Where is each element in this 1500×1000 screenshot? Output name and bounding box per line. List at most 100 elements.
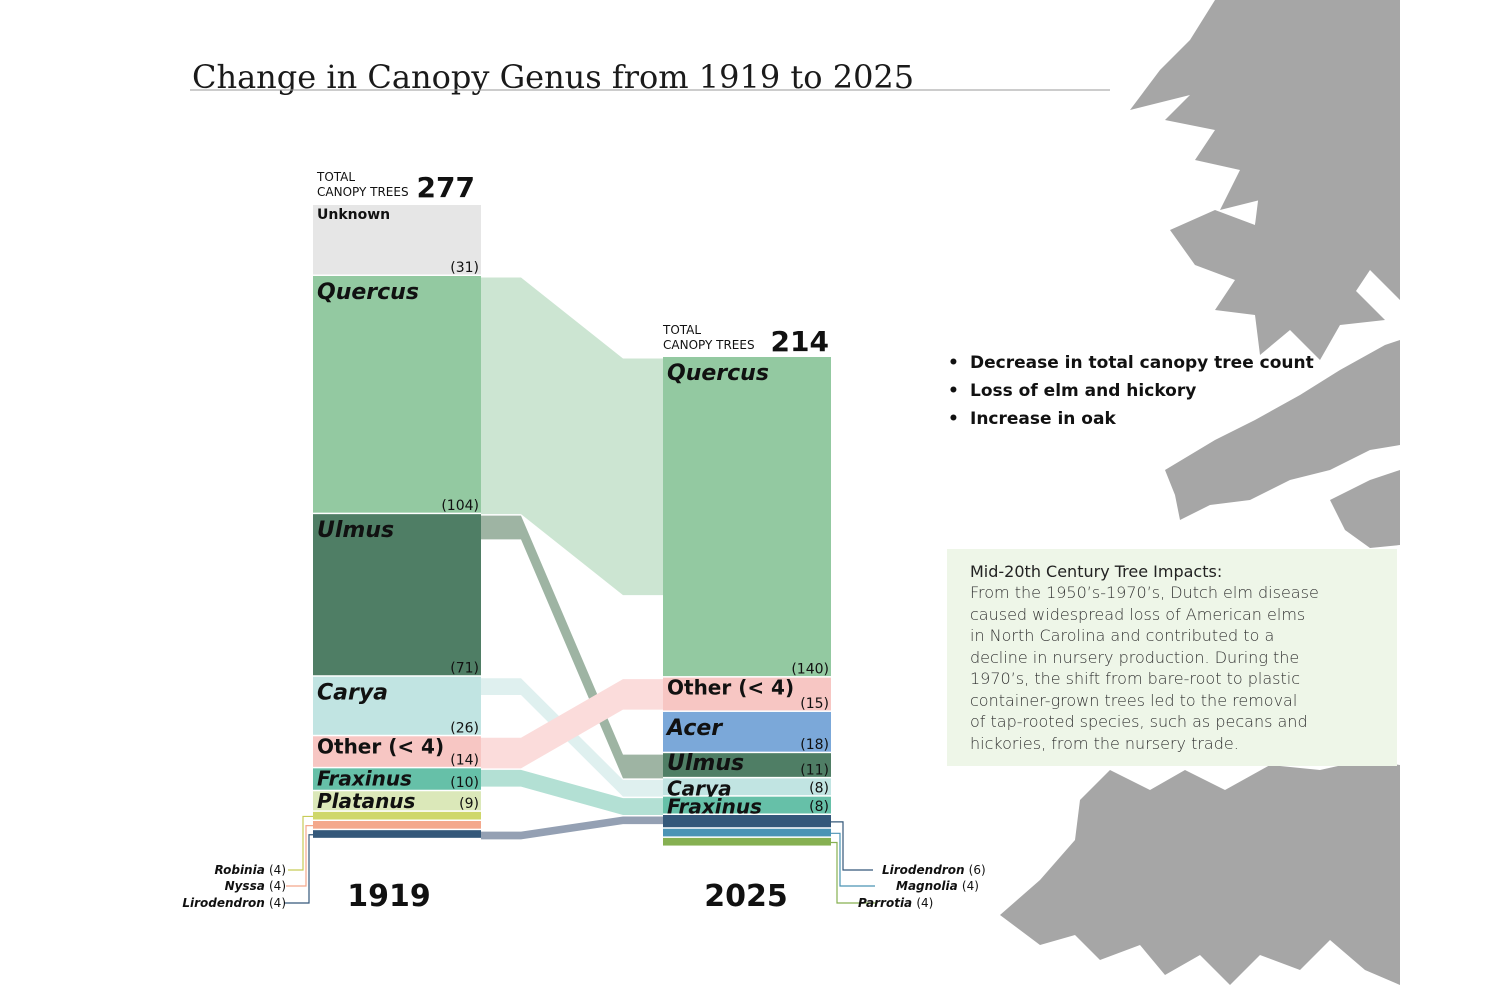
flow-quercus bbox=[481, 277, 663, 596]
flow-other bbox=[481, 679, 663, 769]
key-points-list: • Decrease in total canopy tree count • … bbox=[948, 353, 1314, 429]
callout-text-1919-lirodendron: Lirodendron (4) bbox=[182, 896, 286, 910]
bar-label-2025-fraxinus: Fraxinus bbox=[667, 795, 762, 819]
bar-label-1919-platanus: Platanus bbox=[317, 789, 416, 813]
bar-label-1919-ulmus: Ulmus bbox=[317, 518, 394, 543]
bar-label-1919-carya: Carya bbox=[317, 681, 388, 706]
bar-label-2025-carya: Carya bbox=[667, 776, 732, 800]
bar-1919-lirodendron bbox=[313, 830, 481, 838]
flow-ribbons bbox=[481, 277, 663, 840]
bar-1919-fraxinus bbox=[313, 768, 481, 790]
flow-ulmus bbox=[481, 515, 663, 779]
bar-2025-magnolia bbox=[663, 828, 831, 837]
info-box-line: 1970’s, the shift from bare-root to plas… bbox=[970, 669, 1300, 688]
bar-2025-acer bbox=[663, 711, 831, 752]
bar-1919-robinia bbox=[313, 811, 481, 820]
callout-text-2025-lirodendron: Lirodendron (6) bbox=[882, 863, 986, 877]
bullet-marker: • bbox=[948, 353, 959, 373]
bar-count-1919-unknown: (31) bbox=[450, 260, 479, 276]
bar-count-2025-fraxinus: (8) bbox=[809, 799, 829, 815]
bar-1919-unknown bbox=[313, 205, 481, 275]
info-box-line: hickories, from the nursery trade. bbox=[970, 734, 1239, 753]
year-label-1919: 1919 bbox=[347, 879, 431, 914]
bar-count-2025-other: (15) bbox=[800, 696, 829, 712]
bar-label-1919-unknown: Unknown bbox=[317, 207, 390, 223]
flow-fraxinus bbox=[481, 769, 663, 815]
callout-leader-lirodendron bbox=[284, 834, 313, 904]
bar-2025-other bbox=[663, 677, 831, 711]
info-box-line: of tap-rooted species, such as pecans an… bbox=[970, 712, 1308, 731]
callout-count-2025-magnolia: (4) bbox=[962, 879, 979, 893]
bar-1919-ulmus bbox=[313, 514, 481, 676]
small-genus-callouts: Robinia (4) Nyssa (4) Lirodendron (4) Lirod… bbox=[182, 815, 986, 910]
total-label-1919: TOTAL bbox=[316, 170, 355, 184]
bar-2025-lirodendron bbox=[663, 815, 831, 828]
info-box: Mid-20th Century Tree Impacts: From the … bbox=[947, 549, 1397, 766]
bar-label-1919-fraxinus: Fraxinus bbox=[317, 766, 412, 790]
bar-2025-fraxinus bbox=[663, 796, 831, 814]
oak-leaf-icon bbox=[1165, 340, 1400, 520]
callout-leader-parrotia bbox=[831, 841, 877, 904]
bullet-item: Loss of elm and hickory bbox=[970, 381, 1196, 401]
bar-label-2025-quercus: Quercus bbox=[667, 361, 769, 386]
bar-label-2025-other: Other (< 4) bbox=[667, 676, 794, 700]
bar-count-1919-ulmus: (71) bbox=[450, 661, 479, 677]
callout-count-1919-lirodendron: (4) bbox=[269, 896, 286, 910]
bar-label-1919-other: Other (< 4) bbox=[317, 734, 444, 758]
total-label-1919: CANOPY TREES bbox=[317, 185, 409, 199]
bar-2025-quercus bbox=[663, 357, 831, 677]
info-box-line: caused widespread loss of American elms bbox=[970, 605, 1305, 624]
flow-lirodendron bbox=[481, 816, 663, 840]
bullet-marker: • bbox=[948, 381, 959, 401]
info-box-line: decline in nursery production. During th… bbox=[970, 648, 1299, 667]
bar-1919-other bbox=[313, 736, 481, 767]
bullet-item: Decrease in total canopy tree count bbox=[970, 353, 1314, 373]
bar-count-1919-quercus: (104) bbox=[441, 498, 479, 514]
bar-label-2025-ulmus: Ulmus bbox=[667, 751, 744, 776]
callout-leader-robinia bbox=[288, 815, 313, 871]
info-box-background bbox=[947, 549, 1397, 766]
bar-count-1919-carya: (26) bbox=[450, 720, 479, 736]
total-value-1919: 277 bbox=[417, 171, 475, 204]
callout-text-1919-robinia: Robinia (4) bbox=[214, 863, 286, 877]
bullet-item: Increase in oak bbox=[970, 409, 1116, 429]
callout-count-2025-lirodendron: (6) bbox=[969, 863, 986, 877]
bar-1919-platanus bbox=[313, 791, 481, 811]
bar-count-2025-carya: (8) bbox=[809, 781, 829, 797]
bar-1919-quercus bbox=[313, 275, 481, 513]
callout-count-2025-parrotia: (4) bbox=[916, 896, 933, 910]
bar-count-1919-fraxinus: (10) bbox=[450, 775, 479, 791]
total-label-2025: CANOPY TREES bbox=[663, 338, 755, 352]
bar-count-2025-acer: (18) bbox=[800, 737, 829, 753]
info-box-line: in North Carolina and contributed to a bbox=[970, 626, 1274, 645]
leaf-cluster-icon bbox=[1000, 760, 1400, 985]
bar-label-1919-quercus: Quercus bbox=[317, 280, 419, 305]
bar-1919-nyssa bbox=[313, 821, 481, 829]
bar-label-2025-acer: Acer bbox=[665, 716, 723, 741]
year-label-2025: 2025 bbox=[704, 879, 788, 914]
callout-count-1919-nyssa: (4) bbox=[269, 879, 286, 893]
callout-count-1919-robinia: (4) bbox=[269, 863, 286, 877]
bar-1919-carya bbox=[313, 676, 481, 735]
bar-count-2025-ulmus: (11) bbox=[800, 762, 829, 778]
bar-count-2025-quercus: (140) bbox=[791, 662, 829, 678]
stacked-columns: Unknown (31) Quercus (104) Ulmus (71) Carya (26… bbox=[313, 205, 831, 846]
total-value-2025: 214 bbox=[771, 325, 829, 358]
maple-leaf-icon bbox=[1170, 185, 1385, 360]
callout-text-2025-magnolia: Magnolia (4) bbox=[896, 879, 979, 893]
info-box-line: container-grown trees led to the removal bbox=[970, 691, 1297, 710]
bar-count-1919-platanus: (9) bbox=[459, 796, 479, 812]
bar-2025-carya bbox=[663, 778, 831, 796]
bar-count-1919-other: (14) bbox=[450, 752, 479, 768]
bar-2025-ulmus bbox=[663, 753, 831, 777]
info-box-heading: Mid-20th Century Tree Impacts: bbox=[970, 562, 1222, 581]
bar-2025-parrotia bbox=[663, 837, 831, 846]
oak-leaf-icon bbox=[1330, 470, 1400, 548]
callout-leader-nyssa bbox=[286, 824, 313, 887]
leaf-silhouettes bbox=[1000, 0, 1400, 985]
callout-leader-magnolia bbox=[831, 832, 875, 887]
info-box-line: From the 1950’s-1970’s, Dutch elm diseas… bbox=[970, 583, 1319, 602]
callout-text-2025-parrotia: Parrotia (4) bbox=[858, 896, 933, 910]
callout-leader-lirodendron bbox=[831, 821, 873, 871]
